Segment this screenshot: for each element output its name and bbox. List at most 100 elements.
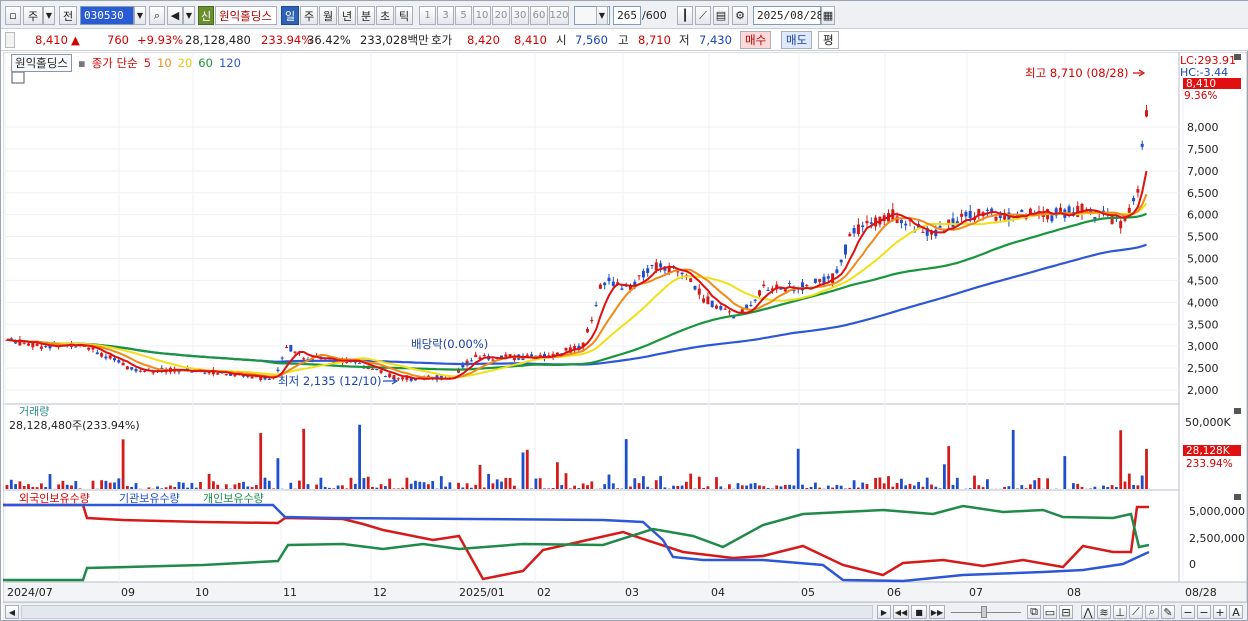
plus-icon[interactable]: + <box>1213 605 1227 619</box>
tab-timeframe-4[interactable]: 분 <box>357 6 375 25</box>
stock-chart-svg[interactable]: 8,000 7,500 7,000 6,500 6,000 5,500 5,000 4,500… <box>2 51 1248 603</box>
copy-icon[interactable]: ⧉ <box>1027 605 1041 619</box>
volume-bar <box>577 488 581 489</box>
count-input[interactable]: 265 <box>613 6 641 25</box>
chevron-down-icon[interactable]: ▼ <box>43 6 55 25</box>
ruler-icon[interactable]: ⊥ <box>1113 605 1127 619</box>
stop-icon[interactable]: ■ <box>911 605 927 619</box>
volume-bar <box>654 480 658 489</box>
volume-bar <box>766 488 770 489</box>
calendar-icon[interactable]: ▦ <box>821 6 835 25</box>
y-tick-label: 2,000 <box>1187 384 1219 397</box>
tab-interval-120[interactable]: 120 <box>549 6 569 25</box>
window-icon[interactable]: ▭ <box>1043 605 1057 619</box>
scroll-right-icon[interactable]: ▶ <box>877 605 891 619</box>
volume-panel-close-icon[interactable] <box>1234 408 1241 414</box>
tab-interval-3[interactable]: 3 <box>437 6 454 25</box>
candle-body <box>938 225 942 228</box>
first-icon[interactable]: ◀◀ <box>893 605 909 619</box>
window-menu-icon[interactable]: ▫ <box>5 6 21 25</box>
date-input[interactable]: 2025/08/28 <box>753 6 823 25</box>
chart-area[interactable]: 8,000 7,500 7,000 6,500 6,000 5,500 5,000 4,500… <box>2 51 1248 603</box>
tab-interval-10[interactable]: 10 <box>473 6 491 25</box>
volume-bar <box>685 481 688 489</box>
low-label: 저 <box>679 33 690 47</box>
price-panel-close-icon[interactable] <box>1234 54 1241 60</box>
volume-bar <box>121 439 125 489</box>
candle-type-icon[interactable]: ┃ <box>677 6 693 25</box>
tab-timeframe-0[interactable]: 일 <box>281 6 299 25</box>
tab-timeframe-6[interactable]: 틱 <box>395 6 413 25</box>
quote-toggle[interactable] <box>5 32 15 48</box>
tab-interval-5[interactable]: 5 <box>455 6 472 25</box>
volume-bar <box>448 482 452 489</box>
candle-body <box>723 308 727 310</box>
tab-timeframe-2[interactable]: 월 <box>319 6 337 25</box>
candle-body <box>500 355 503 359</box>
candle-body <box>358 362 362 364</box>
volume-bar <box>224 484 228 489</box>
volume-bar <box>465 483 469 489</box>
code-dropdown-icon[interactable]: ▼ <box>134 6 146 25</box>
search-zoom-icon[interactable]: ⌕ <box>1145 605 1159 619</box>
save-icon[interactable]: ▤ <box>713 6 729 25</box>
volume-bar <box>925 477 929 489</box>
zoom-out-icon[interactable]: − <box>1181 605 1195 619</box>
volume-last-pct: 233.94% <box>1186 458 1233 470</box>
interval-dropdown-icon[interactable]: ▼ <box>596 6 608 25</box>
tab-interval-60[interactable]: 60 <box>530 6 548 25</box>
compare-icon[interactable]: ≋ <box>1097 605 1111 619</box>
bottom-scrollbar[interactable]: ◀ ▶ ◀◀ ■ ▶▶ ⧉ ▭ ⊟ ⋀ ≋ ⊥ ⟋ ⌕ ✎ − − + A <box>3 602 1247 620</box>
candle-body <box>302 358 306 360</box>
font-size-icon[interactable]: A <box>1229 605 1243 619</box>
mode-button[interactable]: 전 <box>59 6 77 25</box>
buy-button[interactable]: 매수 <box>740 31 772 49</box>
speaker-icon[interactable]: ◀ <box>167 6 183 25</box>
scroll-track[interactable] <box>21 605 873 619</box>
tab-timeframe-3[interactable]: 년 <box>338 6 356 25</box>
candle-body <box>826 276 830 279</box>
edit-icon[interactable]: ✎ <box>1161 605 1175 619</box>
split-icon[interactable]: ⊟ <box>1059 605 1073 619</box>
tab-interval-30[interactable]: 30 <box>511 6 529 25</box>
gear-icon[interactable]: ⚙ <box>732 6 748 25</box>
trend-icon[interactable]: ⟋ <box>1129 605 1143 619</box>
holding-panel-close-icon[interactable] <box>1234 494 1241 500</box>
candle-body <box>908 220 912 222</box>
grid-view-icon[interactable] <box>11 71 25 84</box>
dividend-note: 배당락(0.00%) <box>411 337 488 351</box>
volume-bar <box>706 486 710 489</box>
tab-timeframe-1[interactable]: 주 <box>300 6 318 25</box>
drawing-tool-icon[interactable]: ⟋ <box>695 6 711 25</box>
stock-name-tag[interactable]: 원익홀딩스 <box>11 54 72 72</box>
candle-body <box>474 354 478 358</box>
period-select[interactable]: 주 <box>23 6 43 25</box>
search-icon[interactable]: ⌕ <box>149 6 165 25</box>
candle-body <box>39 346 43 349</box>
candle-body <box>392 375 396 380</box>
volume-bar <box>1037 477 1041 489</box>
volume-bar <box>728 484 731 489</box>
y-axis-area <box>1178 51 1248 583</box>
speaker-dropdown-icon[interactable]: ▼ <box>183 6 195 25</box>
indicator-icon[interactable]: ⋀ <box>1081 605 1095 619</box>
stock-name-field[interactable]: 원익홀딩스 <box>215 6 277 25</box>
high-note: 최고 8,710 (08/28) <box>1025 66 1129 80</box>
volume-bar <box>921 486 925 489</box>
sell-button[interactable]: 매도 <box>781 31 813 49</box>
candle-body <box>1119 221 1123 229</box>
volume-bar <box>5 484 9 489</box>
last-icon[interactable]: ▶▶ <box>929 605 945 619</box>
scroll-left-icon[interactable]: ◀ <box>5 605 19 619</box>
tab-interval-20[interactable]: 20 <box>492 6 510 25</box>
average-button[interactable]: 평 <box>818 31 839 49</box>
zoom-slider-handle[interactable] <box>981 606 987 618</box>
minus-icon[interactable]: − <box>1197 605 1211 619</box>
tab-interval-1[interactable]: 1 <box>419 6 436 25</box>
volume-bar <box>689 473 693 489</box>
volume-bar <box>31 487 35 489</box>
volume-bar <box>1093 486 1097 489</box>
candle-body <box>31 341 35 348</box>
tab-timeframe-5[interactable]: 초 <box>376 6 394 25</box>
stock-code-input[interactable]: 030530 <box>80 6 134 25</box>
